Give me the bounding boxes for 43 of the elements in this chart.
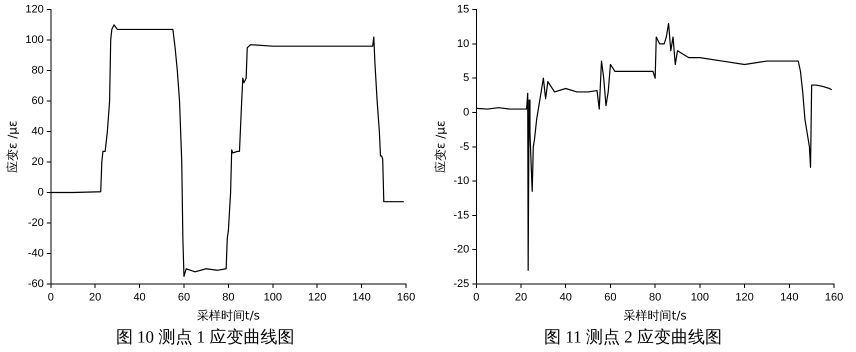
y-tick-label: 80 — [32, 64, 44, 77]
x-tick-label: 120 — [308, 292, 326, 304]
y-tick-label: 60 — [32, 95, 44, 108]
x-tick-label: 100 — [264, 292, 282, 304]
x-tick-label: 40 — [133, 292, 146, 304]
y-axis-title: 应变ε /με — [433, 120, 448, 174]
y-tick-label: -60 — [28, 278, 44, 290]
x-tick-label: 100 — [690, 292, 710, 304]
y-tick-label: -40 — [28, 248, 44, 260]
x-axis-title: 采样时间t/s — [196, 308, 260, 323]
x-tick-label: 160 — [396, 292, 416, 304]
text: 图 11 测点 2 应变曲线图 — [544, 327, 722, 346]
y-tick-label: -25 — [453, 278, 470, 290]
y-tick-label: 15 — [457, 4, 470, 16]
x-tick-label: 60 — [604, 292, 617, 304]
x-tick-label: 20 — [89, 292, 102, 304]
x-tick-label: 120 — [735, 292, 754, 304]
y-tick-label: 5 — [463, 72, 470, 84]
x-tick-label: 80 — [222, 292, 234, 304]
x-tick-label: 40 — [560, 292, 572, 304]
y-axis-title: 应变ε /με — [5, 120, 20, 174]
y-tick-label: 100 — [25, 34, 44, 46]
x-tick-label: 140 — [352, 292, 371, 304]
x-tick-label: 160 — [824, 292, 844, 304]
y-tick-label: 0 — [463, 106, 470, 119]
x-axis-title: 采样时间t/s — [624, 308, 687, 323]
y-tick-label: 40 — [32, 126, 44, 138]
x-tick-label: 140 — [780, 292, 798, 304]
y-tick-label: 120 — [25, 4, 44, 16]
x-tick-label: 20 — [514, 292, 528, 304]
y-tick-label: -20 — [453, 244, 470, 256]
x-tick-label: 0 — [48, 292, 54, 304]
text: 图 10 测点 1 应变曲线图 — [116, 327, 294, 346]
y-tick-label: 10 — [457, 38, 470, 50]
y-tick-label: -5 — [460, 140, 470, 153]
y-tick-label: 20 — [32, 156, 44, 168]
x-tick-label: 60 — [178, 292, 190, 304]
x-tick-label: 0 — [473, 292, 480, 304]
y-tick-label: -20 — [28, 217, 44, 230]
x-tick-label: 80 — [649, 292, 662, 304]
y-tick-label: 0 — [38, 186, 44, 199]
y-tick-label: -15 — [453, 209, 470, 222]
y-tick-label: -10 — [453, 175, 470, 188]
